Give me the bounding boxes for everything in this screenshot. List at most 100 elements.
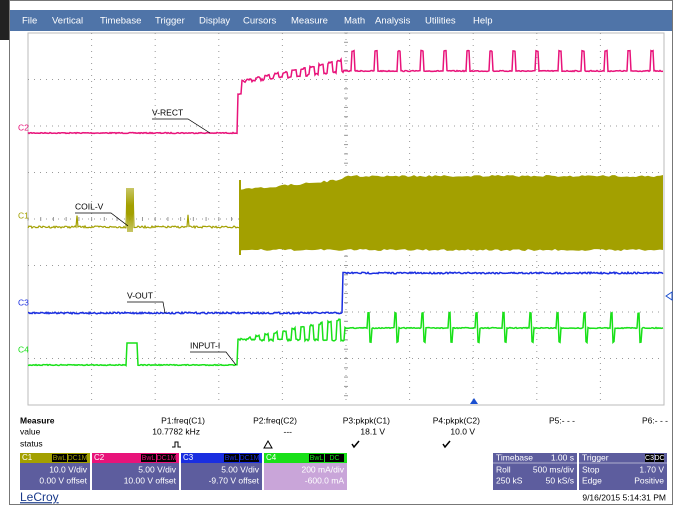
channel-tag-text: DC1M	[68, 455, 88, 462]
trigger-title: Trigger	[582, 452, 609, 462]
channel-scale: 5.00 V/div	[138, 464, 177, 474]
trace-label-leader	[152, 118, 211, 134]
channel-tag	[52, 454, 67, 462]
timebase-row-label: 250 kS	[496, 475, 523, 485]
status-icon	[172, 441, 181, 448]
channel-name: C2	[94, 453, 105, 462]
measure-value: ---	[284, 426, 293, 436]
timebase-title: Timebase	[496, 452, 533, 462]
trigger-row-label: Stop	[582, 464, 600, 474]
menu-item[interactable]: Utilities	[425, 16, 456, 27]
measure-title: Measure	[20, 415, 55, 425]
channel-scale: 5.00 V/div	[221, 464, 260, 474]
measure-name: P6:- - -	[642, 415, 668, 425]
brand: LeCroy	[20, 490, 59, 504]
waveform-c3	[28, 270, 664, 315]
measure-name: P4:pkpk(C2)	[433, 415, 480, 425]
trace-label-leader	[190, 351, 237, 366]
trigger-row-value: Positive	[634, 475, 664, 485]
measure-name: P2:freq(C2)	[253, 415, 297, 425]
menu-item[interactable]: Cursors	[243, 16, 277, 27]
waveform-c1-envelope	[240, 175, 663, 251]
channel-name: C1	[22, 453, 33, 462]
trigger-marker	[470, 398, 478, 404]
menu-item[interactable]: Trigger	[155, 16, 185, 27]
channel-name: C4	[266, 453, 277, 462]
waveform-c2	[27, 49, 664, 135]
channel-header	[92, 453, 179, 463]
trace-label-leader	[127, 301, 166, 314]
channel-marker: C1	[18, 210, 29, 220]
channel-tag-text: BwL	[225, 455, 239, 462]
trigger-tag-text: DC	[654, 455, 664, 462]
trace-label-leader	[75, 212, 129, 227]
menu-item[interactable]: Help	[473, 16, 493, 27]
channel-marker: C3	[18, 297, 29, 307]
measure-value: 18.1 V	[360, 426, 385, 436]
timebase-row-value: 500 ms/div	[533, 464, 575, 474]
channel-offset: -9.70 V offset	[209, 475, 260, 485]
channel-tag	[141, 454, 156, 462]
measure-name: P5:- - -	[549, 415, 575, 425]
status-icon	[351, 440, 360, 449]
trigger-tag-text: C3	[645, 455, 654, 462]
menu-item[interactable]: Analysis	[375, 16, 411, 27]
channel-tag-text: DC	[329, 455, 339, 462]
menu-item[interactable]: Math	[344, 16, 365, 27]
trace-label: V-RECT	[152, 107, 183, 117]
channel-tag-text: DC1M	[240, 455, 260, 462]
channel-tag	[224, 454, 239, 462]
menu-bar	[10, 10, 672, 31]
menu-item[interactable]: Measure	[291, 16, 328, 27]
channel-tag	[68, 454, 87, 462]
trigger-tag	[645, 454, 654, 462]
channel-offset: -600.0 mA	[305, 475, 345, 485]
waveform-c4	[27, 311, 664, 367]
edge-strip	[0, 0, 9, 40]
channel-tag-text: BwL	[310, 455, 324, 462]
level-marker	[665, 291, 673, 301]
channel-scale: 10.0 V/div	[49, 464, 88, 474]
channel-tag-text: BwL	[142, 455, 156, 462]
status-icon	[442, 440, 451, 449]
trigger-tag	[655, 454, 664, 462]
channel-name: C3	[183, 453, 194, 462]
trace-label: INPUT-I	[190, 340, 220, 350]
trace-label: COIL-V	[75, 201, 104, 211]
channel-marker: C2	[18, 122, 29, 132]
channel-header	[181, 453, 262, 463]
channel-offset: 10.00 V offset	[124, 475, 177, 485]
measure-value: 10.7782 kHz	[152, 426, 200, 436]
timestamp: 9/16/2015 5:14:31 PM	[582, 492, 666, 502]
menu-item[interactable]: Display	[199, 16, 230, 27]
channel-tag	[325, 454, 344, 462]
measure-name: P3:pkpk(C1)	[343, 415, 390, 425]
trace-label: V-OUT	[127, 290, 153, 300]
channel-scale: 200 mA/div	[301, 464, 344, 474]
channel-header	[264, 453, 347, 463]
channel-tag-text: DC1M	[157, 455, 177, 462]
channel-tag	[309, 454, 324, 462]
channel-tag	[157, 454, 176, 462]
measure-value: 10.0 V	[450, 426, 475, 436]
menu-item[interactable]: File	[22, 16, 37, 27]
channel-marker: C4	[18, 344, 29, 354]
measure-row-label: status	[20, 438, 43, 448]
waveform-c1	[27, 187, 240, 233]
menu-item[interactable]: Vertical	[52, 16, 83, 27]
channel-tag-text: BwL	[53, 455, 67, 462]
timebase-box[interactable]	[493, 453, 577, 490]
measure-row-label: value	[20, 426, 41, 436]
waveforms	[27, 49, 664, 367]
timebase-value: 1.00 s	[551, 452, 574, 462]
status-icon	[263, 439, 273, 449]
timebase-row-value: 50 kS/s	[546, 475, 574, 485]
trigger-row-value: 1.70 V	[639, 464, 664, 474]
menu-item[interactable]: Timebase	[100, 16, 141, 27]
channel-tag	[240, 454, 259, 462]
trigger-row-label: Edge	[582, 475, 602, 485]
measure-name: P1:freq(C1)	[161, 415, 205, 425]
timebase-row-label: Roll	[496, 464, 511, 474]
channel-offset: 0.00 V offset	[39, 475, 87, 485]
